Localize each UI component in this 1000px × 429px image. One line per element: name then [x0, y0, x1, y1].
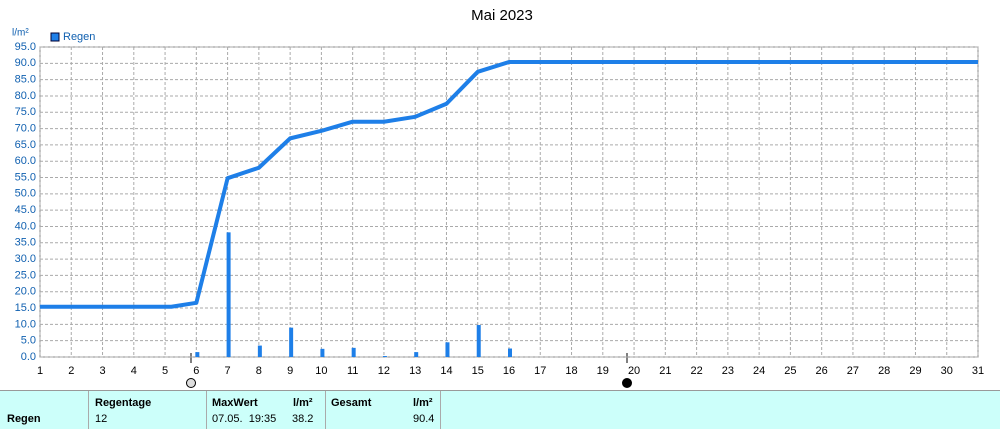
y-tick-label: 15.0 [15, 302, 36, 314]
x-tick-label: 18 [565, 365, 577, 377]
y-tick-label: 75.0 [15, 106, 36, 118]
bar [226, 232, 231, 357]
bar [289, 327, 294, 357]
x-tick-label: 1 [37, 365, 43, 377]
x-tick-label: 22 [690, 365, 702, 377]
y-tick-label: 30.0 [15, 253, 36, 265]
x-tick-label: 13 [409, 365, 421, 377]
y-tick-label: 60.0 [15, 155, 36, 167]
row-label: Regen [7, 413, 41, 425]
x-tick-label: 4 [131, 365, 137, 377]
y-tick-label: 95.0 [15, 41, 36, 53]
x-tick-label: 10 [315, 365, 327, 377]
bar [195, 352, 200, 357]
y-tick-label: 90.0 [15, 57, 36, 69]
x-tick-label: 8 [256, 365, 262, 377]
header: MaxWert [212, 397, 258, 409]
bar [257, 345, 262, 357]
y-tick-label: 45.0 [15, 204, 36, 216]
line [40, 60, 978, 309]
y-tick-label: 35.0 [15, 237, 36, 249]
x-tick-label: 21 [659, 365, 671, 377]
moon-icon [186, 378, 196, 388]
y-tick-label: 80.0 [15, 90, 36, 102]
background [0, 0, 1000, 390]
x-tick-label: 16 [503, 365, 515, 377]
y-tick-label: 20.0 [15, 286, 36, 298]
y-tick-label: 55.0 [15, 171, 36, 183]
x-tick-label: 17 [534, 365, 546, 377]
chart: Mai 2023 l/m² Regen 0.05.010.015.020.025… [0, 0, 1000, 390]
x-tick-label: 27 [847, 365, 859, 377]
bar [508, 348, 512, 357]
header: l/m² [413, 397, 433, 409]
y-tick-label: 0.0 [21, 351, 36, 363]
y-tick-label: 25.0 [15, 269, 36, 281]
bar [445, 342, 450, 357]
y-tick-label: 70.0 [15, 122, 36, 134]
x-tick-label: 20 [628, 365, 640, 377]
x-tick-label: 5 [162, 365, 168, 377]
cell: 90.4 [413, 413, 435, 425]
y-unit: l/m² [12, 28, 29, 39]
y-tick-label: 65.0 [15, 139, 36, 151]
y-tick-label: 5.0 [21, 335, 36, 347]
y-tick-label: 10.0 [15, 318, 36, 330]
x-tick-label: 9 [287, 365, 293, 377]
x-tick-label: 6 [193, 365, 199, 377]
bar [414, 352, 419, 357]
y-tick-label: 50.0 [15, 188, 36, 200]
cell: 38.2 [292, 413, 314, 425]
x-tick-label: 29 [909, 365, 921, 377]
x-tick-label: 7 [225, 365, 231, 377]
x-tick-label: 24 [753, 365, 765, 377]
bar [476, 325, 481, 357]
summary-table: Regen Regentage 12 MaxWert l/m² 07.05. 1… [0, 390, 1000, 429]
legend-label: Regen [63, 31, 95, 43]
x-tick-label: 12 [378, 365, 390, 377]
x-tick-label: 3 [99, 365, 105, 377]
x-tick-label: 30 [941, 365, 953, 377]
x-tick-label: 15 [472, 365, 484, 377]
bar [320, 348, 325, 357]
chart-title: Mai 2023 [471, 7, 533, 24]
x-tick-label: 14 [440, 365, 452, 377]
bar [351, 347, 356, 357]
x-tick-label: 26 [816, 365, 828, 377]
header: Regentage [95, 397, 152, 409]
header: Gesamt [331, 397, 372, 409]
x-tick-label: 19 [597, 365, 609, 377]
bar [382, 356, 387, 357]
header: l/m² [293, 397, 313, 409]
moon-icon [622, 378, 632, 388]
x-tick-label: 23 [722, 365, 734, 377]
x-tick-label: 25 [784, 365, 796, 377]
cell: 07.05. 19:35 [212, 413, 277, 425]
x-tick-label: 2 [68, 365, 74, 377]
x-tick-label: 28 [878, 365, 890, 377]
y-tick-label: 40.0 [15, 220, 36, 232]
cell: 12 [95, 413, 108, 425]
x-tick-label: 11 [347, 365, 358, 377]
x-tick-label: 31 [972, 365, 984, 377]
y-tick-label: 85.0 [15, 74, 36, 86]
legend-swatch [50, 32, 60, 42]
